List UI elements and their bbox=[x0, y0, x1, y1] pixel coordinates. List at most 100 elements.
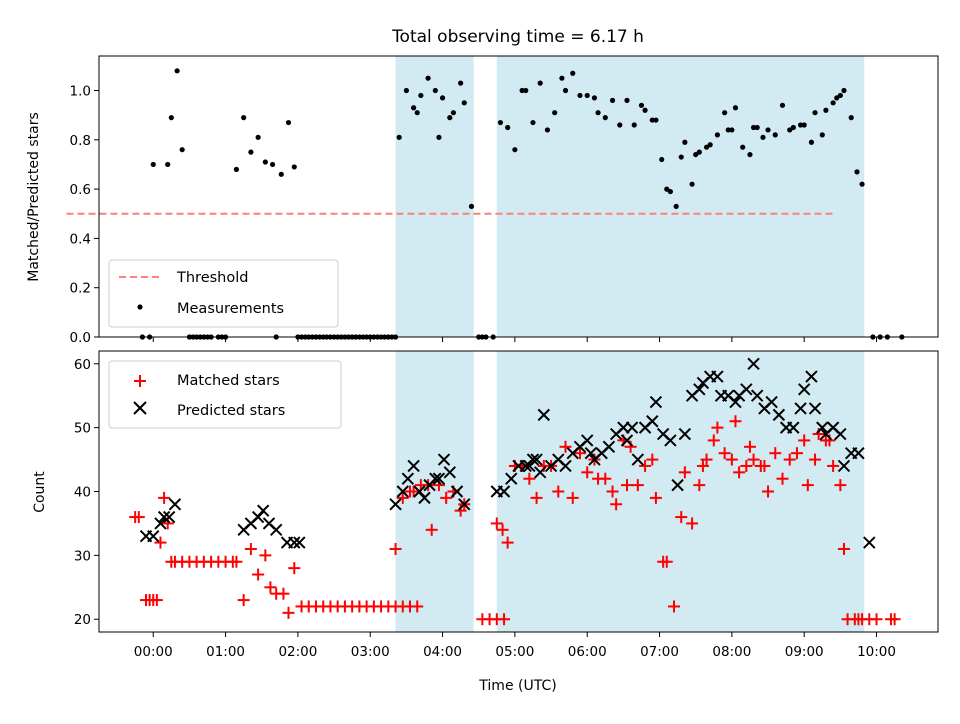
measurement-point bbox=[278, 171, 284, 177]
measurement-point bbox=[760, 134, 766, 140]
predicted-point bbox=[620, 434, 634, 447]
measurement-point bbox=[765, 127, 771, 133]
measurement-point bbox=[403, 87, 409, 94]
matched-point bbox=[559, 440, 572, 453]
measurement-point bbox=[519, 87, 525, 94]
predicted-point bbox=[808, 402, 822, 415]
matched-point bbox=[668, 600, 681, 613]
shaded-interval bbox=[395, 56, 474, 337]
matched-point bbox=[834, 479, 847, 492]
measurement-point bbox=[638, 102, 645, 108]
measurement-point bbox=[609, 97, 616, 103]
matched-point bbox=[740, 459, 753, 472]
matched-point bbox=[606, 485, 619, 498]
matched-point bbox=[798, 434, 811, 447]
predicted-point bbox=[678, 427, 692, 441]
top-legend: Threshold Measurements bbox=[108, 259, 339, 328]
measurement-point bbox=[168, 115, 174, 121]
bottom-y-ticks: 20 30 40 50 60 bbox=[74, 357, 99, 628]
predicted-point bbox=[256, 504, 270, 517]
measurement-point bbox=[754, 124, 760, 131]
measurement-point bbox=[396, 134, 402, 140]
predicted-point bbox=[450, 485, 464, 498]
matched-point bbox=[411, 600, 424, 613]
y-tick-label: 0.0 bbox=[70, 330, 91, 346]
measurement-point bbox=[512, 147, 518, 153]
predicted-point bbox=[437, 453, 451, 466]
measurement-point bbox=[461, 100, 467, 106]
measurement-point bbox=[848, 115, 854, 121]
measurement-point bbox=[233, 166, 240, 172]
matched-point bbox=[809, 453, 822, 466]
x-tick-label: 06:00 bbox=[568, 644, 607, 660]
measurement-point bbox=[631, 122, 637, 128]
measurement-point bbox=[819, 132, 825, 138]
measurement-point bbox=[439, 95, 446, 101]
predicted-point bbox=[834, 427, 847, 441]
measurement-point bbox=[285, 119, 292, 126]
matched-point bbox=[259, 549, 272, 562]
top-y-axis-label: Matched/Predicted stars bbox=[26, 112, 42, 282]
legend-matched-label: Matched stars bbox=[177, 373, 280, 389]
top-y-ticks: 0.0 0.2 0.4 0.6 0.8 1.0 bbox=[70, 84, 99, 346]
measurement-point bbox=[150, 161, 156, 168]
top-panel-ratio: 0.0 0.2 0.4 0.6 0.8 1.0 Matched/Predicted sta… bbox=[26, 55, 939, 346]
measurement-point bbox=[689, 181, 695, 187]
matched-point bbox=[244, 542, 257, 555]
predicted-point bbox=[747, 357, 760, 370]
legend-box bbox=[108, 259, 339, 328]
matched-point bbox=[425, 523, 438, 536]
matched-point bbox=[837, 542, 850, 555]
measurement-point bbox=[584, 92, 590, 99]
y-tick-label: 40 bbox=[74, 485, 91, 501]
predicted-point bbox=[396, 485, 409, 498]
matched-point bbox=[729, 415, 742, 428]
measurement-point bbox=[241, 115, 247, 121]
matched-point bbox=[599, 472, 612, 485]
matched-point bbox=[396, 491, 409, 504]
measurement-point bbox=[854, 169, 860, 175]
matched-point bbox=[718, 447, 731, 460]
matched-point bbox=[747, 453, 760, 466]
matched-point bbox=[523, 472, 536, 485]
measurement-point bbox=[179, 147, 185, 153]
predicted-point bbox=[407, 459, 420, 473]
measurement-point bbox=[841, 87, 847, 94]
measurement-point bbox=[812, 110, 818, 116]
x-tick-label: 04:00 bbox=[423, 644, 462, 660]
predicted-point bbox=[389, 498, 402, 511]
legend-measurements-label: Measurements bbox=[177, 301, 284, 317]
predicted-point bbox=[432, 472, 446, 485]
measurement-point bbox=[779, 102, 786, 108]
y-tick-label: 0.4 bbox=[70, 231, 91, 247]
measurement-point bbox=[497, 119, 504, 126]
measurement-point bbox=[552, 110, 558, 116]
predicted-point bbox=[772, 408, 786, 422]
measurement-point bbox=[255, 134, 261, 140]
predicted-point bbox=[664, 434, 677, 447]
measurement-point bbox=[624, 97, 630, 103]
matched-point bbox=[801, 479, 814, 492]
matched-point bbox=[440, 491, 453, 504]
measurement-point bbox=[602, 115, 608, 121]
matched-point bbox=[573, 447, 586, 460]
matched-point bbox=[264, 581, 277, 594]
matched-point bbox=[700, 453, 713, 466]
matched-point bbox=[566, 491, 579, 504]
predicted-point bbox=[711, 370, 724, 383]
measurement-point bbox=[262, 159, 268, 165]
measurement-point bbox=[425, 75, 431, 81]
measurement-point bbox=[537, 80, 543, 86]
measurement-point bbox=[649, 117, 655, 123]
y-tick-label: 1.0 bbox=[70, 84, 91, 100]
y-tick-label: 0.8 bbox=[70, 133, 91, 149]
x-tick-label: 07:00 bbox=[640, 644, 679, 660]
measurement-point bbox=[562, 87, 569, 94]
matched-point bbox=[158, 491, 171, 504]
measurement-point bbox=[432, 87, 438, 94]
matched-point bbox=[649, 491, 662, 504]
measurement-point bbox=[570, 70, 576, 76]
matched-point bbox=[552, 485, 565, 498]
measurement-point bbox=[859, 181, 865, 187]
measurement-point bbox=[722, 110, 728, 116]
